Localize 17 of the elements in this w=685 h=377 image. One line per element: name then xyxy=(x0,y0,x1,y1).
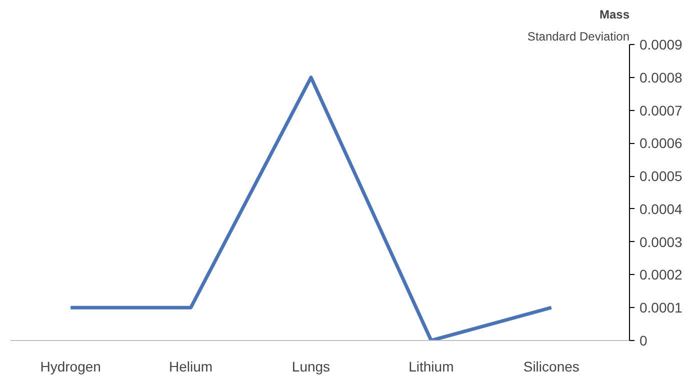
y-tick-label: 0.0006 xyxy=(640,135,683,152)
y-tick-label: 0.0001 xyxy=(640,300,683,316)
y-tick-label: 0.0004 xyxy=(640,200,683,217)
y-tick-label: 0.0002 xyxy=(640,266,683,283)
x-tick-label: Hydrogen xyxy=(40,358,101,374)
y-tick-label: 0.0008 xyxy=(640,69,683,86)
y-tick-label: 0.0009 xyxy=(640,36,683,52)
chart-subtitle: Standard Deviation xyxy=(527,30,630,44)
y-tick-label: 0.0005 xyxy=(640,168,683,184)
x-tick-label: Lithium xyxy=(408,358,454,374)
y-tick-label: 0.0007 xyxy=(640,102,683,118)
x-tick-label: Silicones xyxy=(523,358,580,374)
y-tick-label: 0 xyxy=(640,332,648,348)
chart-title: Mass xyxy=(599,8,630,22)
x-tick-label: Helium xyxy=(169,358,213,374)
y-tick-label: 0.0003 xyxy=(640,234,683,250)
x-tick-label: Lungs xyxy=(292,358,330,374)
